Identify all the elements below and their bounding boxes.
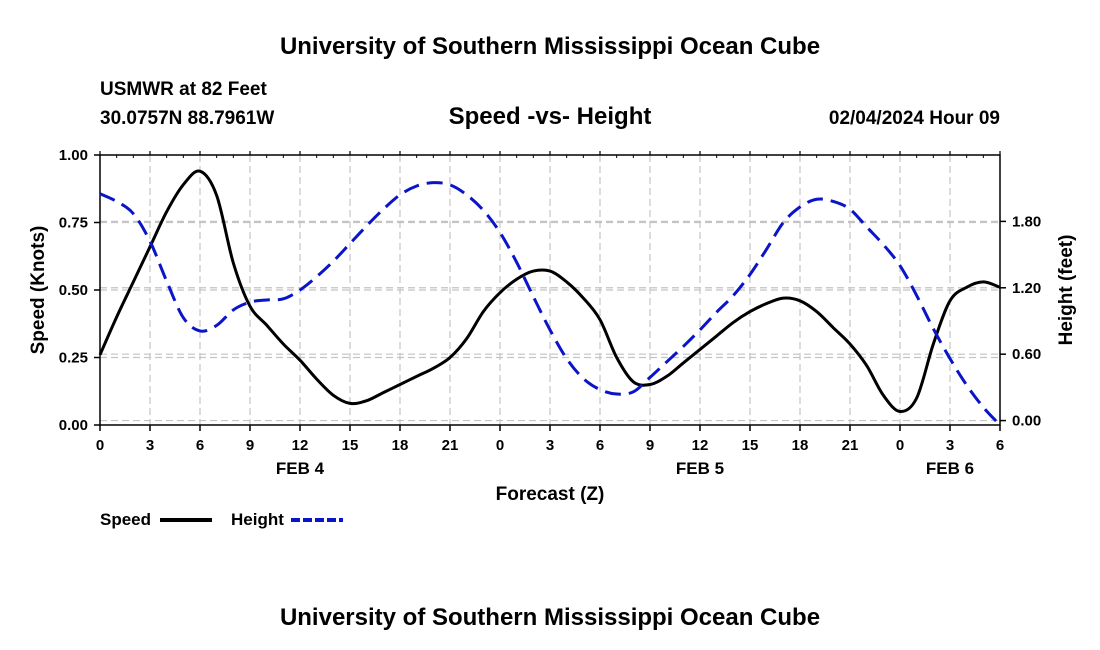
x-axis-label: Forecast (Z) — [496, 484, 605, 505]
legend: Speed Height — [100, 510, 343, 529]
x-tick-label: 0 — [96, 437, 104, 454]
x-tick-label: 12 — [692, 437, 709, 454]
x-tick-label: 3 — [946, 437, 954, 454]
left-tick-label: 0.50 — [59, 282, 88, 299]
page-title: University of Southern Mississippi Ocean… — [280, 33, 820, 60]
x-tick-label: 15 — [742, 437, 759, 454]
date-label: FEB 6 — [926, 459, 974, 478]
left-tick-label: 0.25 — [59, 350, 88, 367]
footer-title: University of Southern Mississippi Ocean… — [280, 604, 820, 631]
height-series-line — [99, 181, 1002, 427]
x-tick-label: 0 — [496, 437, 504, 454]
right-axis-label: Height (feet) — [1056, 235, 1077, 346]
left-tick-label: 0.00 — [59, 417, 88, 434]
station-coords: 30.0757N 88.7961W — [100, 108, 274, 129]
x-tick-label: 6 — [196, 437, 204, 454]
left-tick-label: 1.00 — [59, 147, 88, 164]
right-tick-label: 1.20 — [1012, 280, 1041, 297]
x-tick-label: 9 — [646, 437, 654, 454]
x-tick-label: 15 — [342, 437, 359, 454]
grid-lines — [100, 155, 1000, 425]
x-tick-label: 3 — [546, 437, 554, 454]
station-label: USMWR at 82 Feet — [100, 79, 267, 100]
x-tick-label: 18 — [392, 437, 409, 454]
date-label: FEB 4 — [276, 459, 325, 478]
x-tick-label: 21 — [442, 437, 459, 454]
x-tick-label: 3 — [146, 437, 154, 454]
x-tick-label: 6 — [996, 437, 1004, 454]
legend-speed-label: Speed — [100, 510, 151, 529]
left-axis-label: Speed (Knots) — [28, 226, 49, 355]
x-tick-label: 9 — [246, 437, 254, 454]
right-tick-label: 0.60 — [1012, 346, 1041, 363]
date-label: FEB 5 — [676, 459, 724, 478]
x-tick-label: 21 — [842, 437, 859, 454]
speed-series-line — [98, 169, 1001, 414]
axis-ticks: 0 3 6 9 12 15 18 21 0 3 6 9 12 15 18 21 0 3 6 FEB 4 FEB 5 FEB… — [59, 147, 1041, 478]
left-tick-label: 0.75 — [59, 215, 88, 232]
right-tick-label: 1.80 — [1012, 213, 1041, 230]
x-tick-label: 12 — [292, 437, 309, 454]
legend-height-label: Height — [231, 510, 284, 529]
forecast-datetime: 02/04/2024 Hour 09 — [829, 108, 1000, 129]
series-group — [98, 169, 1002, 427]
x-tick-label: 6 — [596, 437, 604, 454]
right-tick-label: 0.00 — [1012, 413, 1041, 430]
x-tick-label: 18 — [792, 437, 809, 454]
chart-subtitle: Speed -vs- Height — [449, 103, 652, 130]
x-tick-label: 0 — [896, 437, 904, 454]
